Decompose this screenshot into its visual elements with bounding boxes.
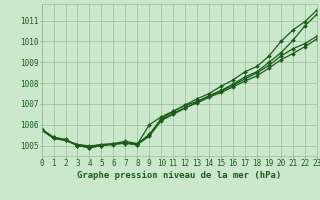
X-axis label: Graphe pression niveau de la mer (hPa): Graphe pression niveau de la mer (hPa): [77, 171, 281, 180]
